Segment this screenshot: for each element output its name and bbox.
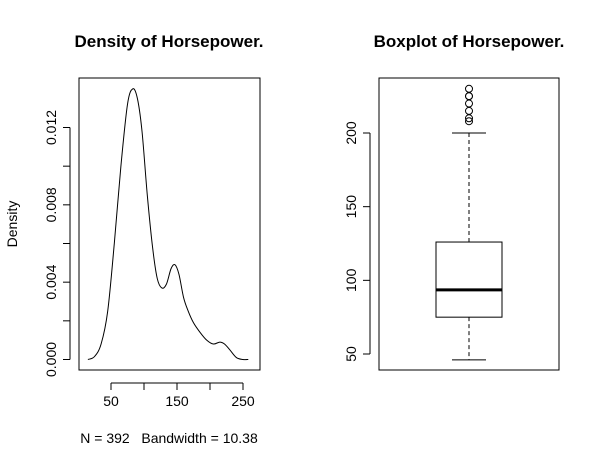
density-y-tick-label: 0.008	[43, 187, 59, 222]
boxplot-marks	[435, 84, 503, 361]
boxplot-outlier	[465, 99, 473, 108]
boxplot-y-tick-label: 50	[343, 346, 359, 362]
boxplot-plot-frame	[378, 77, 560, 371]
boxplot-y-tick-label: 150	[343, 195, 359, 219]
density-x-tick-label: 250	[231, 393, 255, 409]
boxplot-panel: Boxplot of Horsepower. 50 100 150 200	[343, 32, 565, 371]
density-title: Density of Horsepower.	[75, 32, 264, 51]
boxplot-outlier	[465, 92, 473, 101]
density-y-axis: 0.000 0.004 0.008 0.012	[43, 110, 71, 377]
density-y-tick-label: 0.000	[43, 342, 59, 377]
boxplot-box	[435, 241, 503, 318]
density-panel: Density of Horsepower. 50 150 250 0.0000.0…	[4, 32, 263, 446]
density-x-axis: 50 150 250	[103, 382, 255, 409]
boxplot-outlier	[465, 117, 473, 126]
density-x-tick-label: 50	[103, 393, 119, 409]
density-y-tick-label: 0.012	[43, 110, 59, 145]
density-curve	[87, 88, 249, 361]
density-y-tick-label: 0.004	[43, 264, 59, 299]
boxplot-y-axis: 50 100 150 200	[343, 121, 371, 362]
boxplot-y-tick-label: 100	[343, 268, 359, 292]
boxplot-title: Boxplot of Horsepower.	[374, 32, 565, 51]
density-x-label: N = 392 Bandwidth = 10.38	[80, 430, 258, 446]
density-y-label: Density	[4, 201, 20, 248]
boxplot-outlier	[465, 84, 473, 93]
boxplot-y-tick-label: 200	[343, 121, 359, 145]
boxplot-outlier	[465, 106, 473, 115]
density-plot-frame	[78, 77, 261, 371]
density-x-tick-label: 150	[165, 393, 189, 409]
